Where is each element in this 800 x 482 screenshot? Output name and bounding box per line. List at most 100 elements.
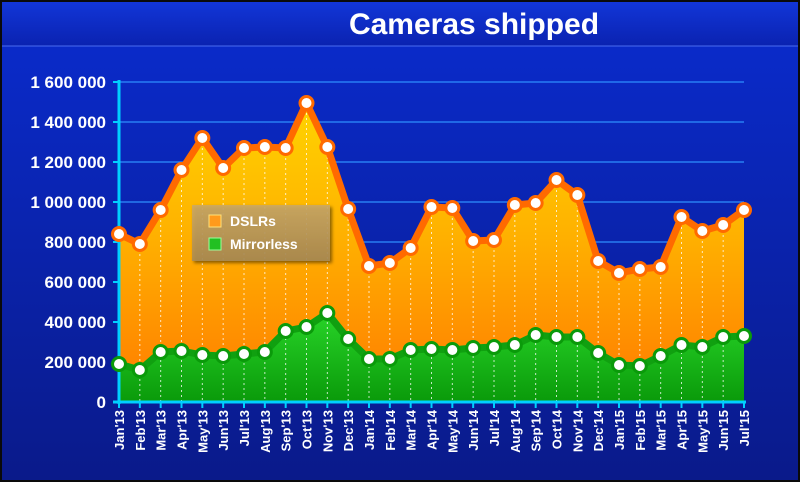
data-point-dslrs <box>465 233 482 249</box>
data-point-dslrs <box>590 253 607 269</box>
data-point-mirrorless <box>444 342 461 358</box>
data-point-mirrorless <box>340 331 357 347</box>
data-point-mirrorless <box>173 343 190 359</box>
x-tick-label: Oct'13 <box>300 410 315 449</box>
data-point-dslrs <box>340 201 357 217</box>
data-point-mirrorless <box>694 339 711 355</box>
x-tick-label: Sep'14 <box>529 409 544 451</box>
data-point-mirrorless <box>652 348 669 364</box>
x-tick-label: Jan'14 <box>362 409 377 450</box>
y-tick-label: 1 400 000 <box>30 113 106 132</box>
x-tick-label: Mar'15 <box>654 410 669 451</box>
x-tick-label: May'13 <box>195 410 210 453</box>
data-point-mirrorless <box>527 327 544 343</box>
data-point-mirrorless <box>423 341 440 357</box>
x-tick-label: Nov'14 <box>570 409 585 452</box>
data-point-dslrs <box>319 139 336 155</box>
y-tick-label: 1 600 000 <box>30 73 106 92</box>
data-point-mirrorless <box>736 328 752 344</box>
data-point-dslrs <box>631 261 648 277</box>
y-tick-label: 1 200 000 <box>30 153 106 172</box>
data-point-mirrorless <box>715 329 732 345</box>
x-tick-label: Apr'14 <box>425 409 440 450</box>
x-tick-label: Jul'13 <box>237 410 252 446</box>
data-point-dslrs <box>236 140 252 156</box>
data-point-dslrs <box>111 226 127 242</box>
x-tick-label: Jul'14 <box>487 409 502 446</box>
x-tick-label: Sep'13 <box>279 410 294 451</box>
x-tick-label: Feb'15 <box>633 410 648 451</box>
x-tick-label: Dec'13 <box>341 410 356 451</box>
data-point-dslrs <box>298 95 315 111</box>
data-point-dslrs <box>736 202 752 218</box>
data-point-dslrs <box>506 197 523 213</box>
data-point-dslrs <box>548 172 565 188</box>
data-point-dslrs <box>402 240 419 256</box>
data-point-mirrorless <box>298 319 315 335</box>
legend-label-dslrs: DSLRs <box>230 213 276 229</box>
x-tick-label: Apr'13 <box>175 410 190 450</box>
x-tick-label: Aug'14 <box>508 409 523 453</box>
data-point-mirrorless <box>215 348 232 364</box>
y-axis-tick-labels: 0 200 000 400 000 600 000 800 000 1 000 000 1 … <box>30 73 106 412</box>
data-point-mirrorless <box>277 323 294 339</box>
data-point-dslrs <box>486 232 502 248</box>
data-point-dslrs <box>673 209 690 225</box>
x-tick-label: Nov'13 <box>320 410 335 452</box>
data-point-mirrorless <box>402 342 419 358</box>
x-tick-label: Jun'13 <box>216 410 231 451</box>
data-point-mirrorless <box>465 340 482 356</box>
y-tick-label: 400 000 <box>45 313 106 332</box>
data-point-dslrs <box>152 202 169 218</box>
x-axis-tick-labels: Jan'13 Feb'13 Mar'13 Apr'13 May'13 Jun'13 Jul'… <box>112 409 752 453</box>
chart-title: Cameras shipped <box>349 8 599 41</box>
data-point-dslrs <box>194 130 211 146</box>
legend-box <box>192 205 330 261</box>
data-point-mirrorless <box>236 346 252 362</box>
data-point-dslrs <box>361 258 377 274</box>
data-point-dslrs <box>527 195 544 211</box>
x-tick-label: Jun'14 <box>466 409 481 450</box>
data-point-dslrs <box>131 236 148 252</box>
data-point-mirrorless <box>631 358 648 374</box>
data-point-mirrorless <box>548 329 565 345</box>
title-band <box>2 2 798 46</box>
y-tick-label: 200 000 <box>45 353 106 372</box>
legend-label-mirrorless: Mirrorless <box>230 236 298 252</box>
data-point-dslrs <box>423 199 440 215</box>
legend-swatch-dslrs <box>208 214 222 228</box>
x-tick-label: Jan'15 <box>612 410 627 450</box>
legend-swatch-mirrorless <box>208 237 222 251</box>
data-point-mirrorless <box>111 356 127 372</box>
data-point-mirrorless <box>381 351 398 367</box>
data-point-dslrs <box>381 255 398 271</box>
data-point-dslrs <box>694 223 711 239</box>
x-tick-label: May'14 <box>445 409 460 453</box>
data-point-dslrs <box>173 162 190 178</box>
y-tick-label: 800 000 <box>45 233 106 252</box>
x-tick-label: Apr'15 <box>675 410 690 450</box>
x-tick-label: Mar'14 <box>404 409 419 450</box>
x-tick-label: Aug'13 <box>258 410 273 453</box>
data-point-mirrorless <box>361 351 377 367</box>
legend: DSLRs Mirrorless <box>192 205 330 261</box>
data-point-dslrs <box>277 140 294 156</box>
x-tick-label: Jan'13 <box>112 410 127 450</box>
x-tick-label: Feb'13 <box>133 410 148 451</box>
data-point-dslrs <box>569 187 586 203</box>
data-point-mirrorless <box>194 347 211 363</box>
x-tick-label: Jul'15 <box>737 410 752 446</box>
data-point-mirrorless <box>673 337 690 353</box>
data-point-mirrorless <box>131 362 148 378</box>
data-points <box>111 95 752 378</box>
data-point-mirrorless <box>590 345 607 361</box>
y-tick-label: 0 <box>97 393 106 412</box>
data-point-mirrorless <box>152 344 169 360</box>
data-point-mirrorless <box>319 305 336 321</box>
x-tick-label: May'15 <box>695 410 710 453</box>
x-tick-label: Jun'15 <box>716 410 731 451</box>
data-point-mirrorless <box>256 344 273 360</box>
y-tick-label: 1 000 000 <box>30 193 106 212</box>
